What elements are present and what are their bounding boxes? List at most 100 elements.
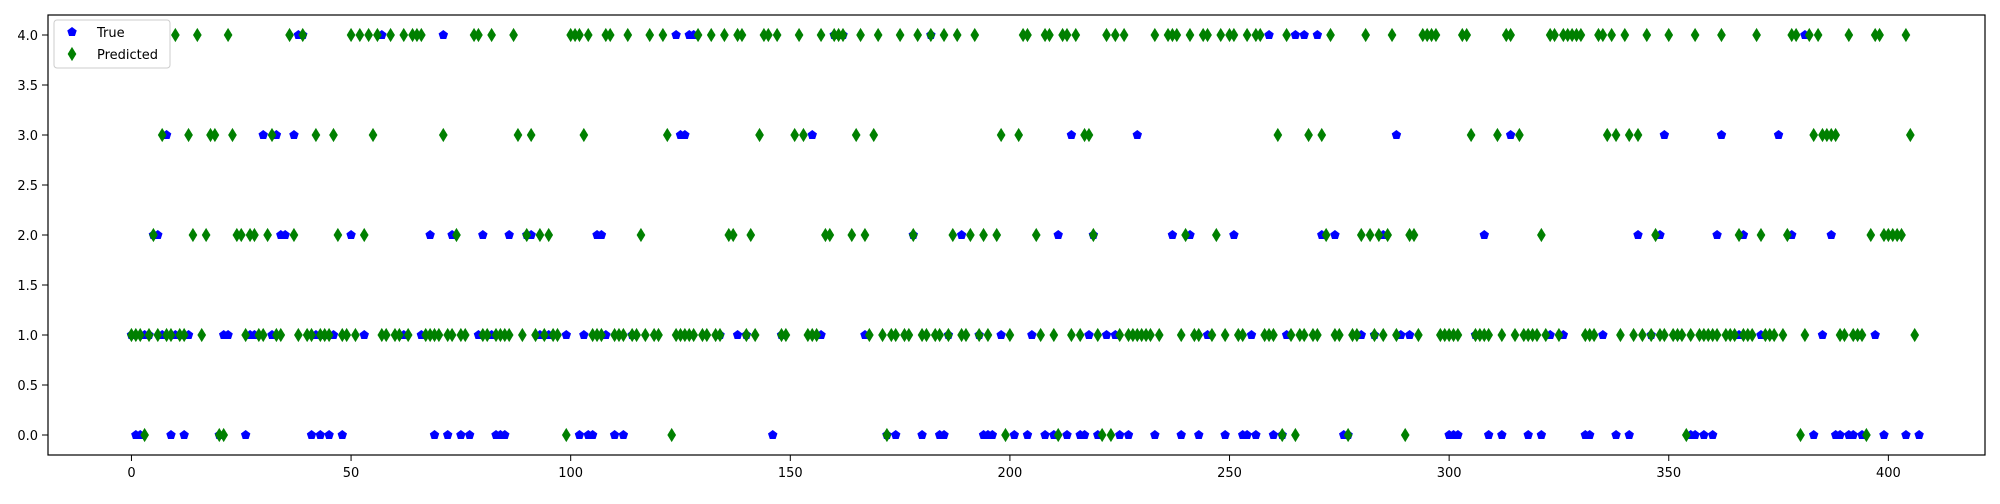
predicted-point: [1203, 27, 1212, 43]
predicted-point: [210, 127, 220, 143]
true-point: [337, 430, 348, 440]
true-point: [240, 430, 251, 440]
predicted-point: [689, 327, 699, 343]
predicted-point: [1304, 127, 1313, 143]
true-point: [456, 430, 466, 440]
predicted-point: [1053, 427, 1063, 443]
predicted-point: [1782, 227, 1792, 243]
predicted-point: [1804, 27, 1814, 43]
predicted-point: [1642, 27, 1652, 43]
predicted-point: [979, 227, 988, 243]
true-point: [1690, 430, 1700, 440]
x-tick-label: 50: [343, 466, 360, 481]
predicted-point: [720, 27, 729, 43]
predicted-point: [1598, 27, 1608, 43]
predicted-point: [447, 327, 457, 343]
predicted-point: [197, 327, 207, 343]
predicted-point: [346, 27, 356, 43]
x-tick-label: 100: [558, 466, 583, 481]
predicted-point: [939, 27, 949, 43]
true-point: [1027, 330, 1037, 340]
predicted-point: [715, 327, 725, 343]
predicted-point: [1181, 227, 1190, 243]
predicted-point: [1646, 327, 1656, 343]
predicted-point: [935, 327, 944, 343]
true-point: [438, 30, 449, 40]
predicted-point: [966, 227, 975, 243]
true-point: [1150, 430, 1160, 440]
predicted-point: [333, 227, 343, 243]
predicted-point: [1299, 327, 1309, 343]
predicted-point: [1392, 327, 1401, 343]
predicted-point: [311, 127, 321, 143]
true-point: [807, 130, 817, 140]
predicted-point: [812, 327, 822, 343]
predicted-point: [781, 327, 791, 343]
predicted-point: [750, 327, 760, 343]
predicted-point: [1084, 127, 1094, 143]
y-tick-label: 0.0: [17, 429, 38, 444]
predicted-point: [983, 327, 993, 343]
predicted-point: [1365, 227, 1375, 243]
true-point: [1505, 130, 1516, 140]
predicted-point: [179, 327, 189, 343]
predicted-point: [452, 227, 461, 243]
predicted-point: [636, 227, 646, 243]
predicted-point: [1045, 27, 1054, 43]
predicted-point: [1840, 327, 1849, 343]
true-point: [1330, 230, 1340, 240]
true-point: [324, 430, 334, 440]
predicted-point: [654, 327, 663, 343]
true-point: [574, 430, 585, 440]
true-point: [442, 430, 453, 440]
predicted-point: [1796, 427, 1805, 443]
predicted-point: [702, 327, 712, 343]
predicted-point: [1712, 327, 1722, 343]
true-point: [1229, 230, 1239, 240]
predicted-point: [509, 27, 518, 43]
true-point: [478, 230, 488, 240]
true-point: [1123, 430, 1134, 440]
predicted-point: [1453, 327, 1463, 343]
predicted-point: [285, 27, 294, 43]
true-point: [1659, 130, 1670, 140]
predicted-point: [1677, 327, 1687, 343]
predicted-point: [166, 327, 176, 343]
predicted-point: [1633, 127, 1643, 143]
predicted-point: [1431, 27, 1441, 43]
predicted-point: [368, 127, 378, 143]
true-point: [359, 330, 369, 340]
axes-layer: 0 50 100 150 200 250 300 350 400 0.0 0.5 1.0 1.5 2.0 2…: [17, 29, 1900, 481]
predicted-point: [1550, 27, 1559, 43]
predicted-point: [1616, 327, 1625, 343]
true-point: [1483, 430, 1494, 440]
predicted-point: [1146, 327, 1155, 343]
true-point: [500, 430, 510, 440]
true-point: [223, 330, 233, 340]
predicted-point: [135, 327, 145, 343]
true-point: [1132, 130, 1143, 140]
predicted-point: [1102, 27, 1111, 43]
true-point: [1835, 430, 1845, 440]
y-tick-label: 3.5: [17, 79, 38, 94]
predicted-point: [667, 427, 677, 443]
x-tick-label: 250: [1217, 466, 1242, 481]
predicted-point: [1093, 327, 1103, 343]
true-point: [1404, 330, 1415, 340]
predicted-point: [970, 27, 980, 43]
predicted-point: [1097, 427, 1107, 443]
predicted-point: [267, 127, 277, 143]
predicted-point: [487, 27, 496, 43]
true-point: [1611, 430, 1621, 440]
predicted-point: [219, 427, 229, 443]
true-point: [315, 430, 326, 440]
true-point: [561, 330, 572, 340]
predicted-point: [1229, 27, 1239, 43]
predicted-point: [575, 27, 584, 43]
predicted-point: [192, 27, 202, 43]
predicted-point: [860, 227, 870, 243]
predicted-point: [1014, 127, 1024, 143]
predicted-point: [1383, 227, 1393, 243]
true-point: [306, 430, 317, 440]
predicted-point: [645, 27, 655, 43]
